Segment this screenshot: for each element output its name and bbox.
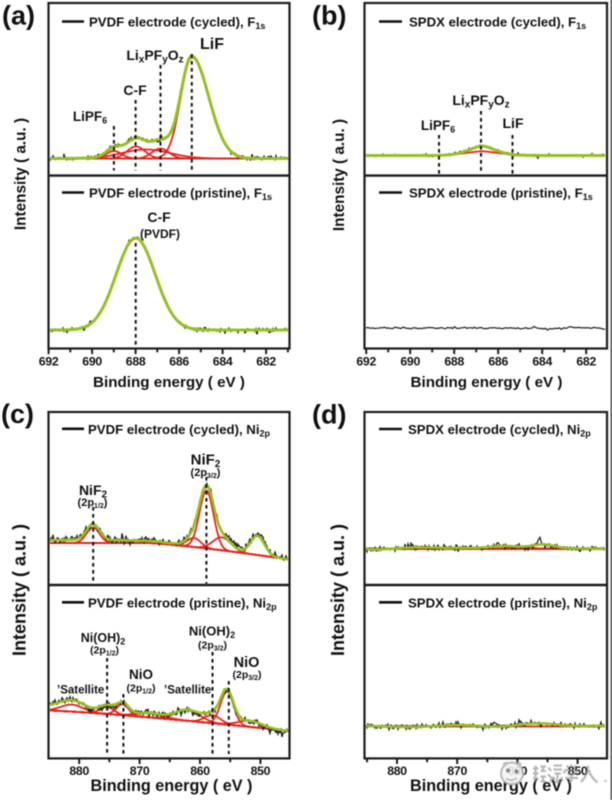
svg-text:692: 692 <box>39 354 59 368</box>
svg-text:684: 684 <box>213 354 233 368</box>
svg-text:LiPF6: LiPF6 <box>421 118 455 135</box>
svg-text:Binding energy ( eV ): Binding energy ( eV ) <box>410 777 572 795</box>
svg-text:Binding energy ( eV ): Binding energy ( eV ) <box>93 374 245 391</box>
svg-text:850: 850 <box>251 764 271 778</box>
svg-text:880: 880 <box>69 764 89 778</box>
svg-text:(PVDF): (PVDF) <box>140 227 180 241</box>
svg-text:Intensity ( a.u. ): Intensity ( a.u. ) <box>13 118 30 230</box>
svg-text:SPDX electrode (cycled), F1s: SPDX electrode (cycled), F1s <box>409 15 586 32</box>
svg-text:880: 880 <box>387 764 407 778</box>
svg-text:Intensity ( a.u. ): Intensity ( a.u. ) <box>331 119 348 231</box>
svg-text:(2p3/2): (2p3/2) <box>198 640 227 653</box>
svg-text:(c): (c) <box>1 399 34 429</box>
svg-text:Ni(OH)2: Ni(OH)2 <box>81 631 126 647</box>
svg-text:NiO: NiO <box>234 655 260 671</box>
svg-text:682: 682 <box>256 354 276 368</box>
svg-text:(2p1/2): (2p1/2) <box>78 497 108 510</box>
svg-text:NiF2: NiF2 <box>79 482 108 501</box>
svg-text:(b): (b) <box>312 1 346 31</box>
svg-text:Binding energy ( eV ): Binding energy ( eV ) <box>411 374 563 391</box>
svg-text:PVDF electrode (cycled), F1s: PVDF electrode (cycled), F1s <box>89 15 265 32</box>
svg-text:C-F: C-F <box>123 82 147 98</box>
svg-text:’Satellite: ’Satellite <box>164 685 211 697</box>
svg-text:(2p3/2): (2p3/2) <box>191 467 221 480</box>
svg-text:690: 690 <box>82 354 102 368</box>
svg-text:LixPFyOz: LixPFyOz <box>452 92 509 111</box>
svg-text:688: 688 <box>444 354 464 368</box>
svg-text:(2p1/2): (2p1/2) <box>127 683 156 696</box>
svg-text:PVDF electrode (pristine), F1s: PVDF electrode (pristine), F1s <box>89 186 272 203</box>
svg-text:870: 870 <box>447 764 467 778</box>
svg-text:SPDX electrode (pristine), F1s: SPDX electrode (pristine), F1s <box>409 186 593 203</box>
svg-text:LixPFyOz: LixPFyOz <box>126 47 183 66</box>
svg-text:860: 860 <box>190 764 210 778</box>
svg-text:NiF2: NiF2 <box>191 452 221 471</box>
svg-text:870: 870 <box>130 764 150 778</box>
svg-text:(a): (a) <box>2 1 35 31</box>
svg-text:LiPF6: LiPF6 <box>73 109 107 126</box>
svg-text:’Satellite: ’Satellite <box>57 685 104 697</box>
svg-text:686: 686 <box>169 354 189 368</box>
svg-text:(2p3/2): (2p3/2) <box>233 669 262 682</box>
svg-text:PVDF electrode (pristine), Ni2: PVDF electrode (pristine), Ni2p <box>88 595 277 612</box>
svg-text:Intensity ( a.u. ): Intensity ( a.u. ) <box>10 524 30 656</box>
svg-text:NiO: NiO <box>129 667 153 682</box>
svg-text:Intensity ( a.u. ): Intensity ( a.u. ) <box>328 524 348 656</box>
svg-text:690: 690 <box>400 354 420 368</box>
svg-text:682: 682 <box>576 354 596 368</box>
svg-text:Ni(OH)2: Ni(OH)2 <box>189 624 235 641</box>
svg-text:PVDF electrode (cycled), Ni2p: PVDF electrode (cycled), Ni2p <box>88 422 271 439</box>
svg-text:SPDX electrode (pristine), Ni2: SPDX electrode (pristine), Ni2p <box>408 595 598 612</box>
svg-text:LiF: LiF <box>200 36 224 53</box>
svg-text:SPDX electrode (cycled), Ni2p: SPDX electrode (cycled), Ni2p <box>408 422 591 439</box>
svg-text:(2p1/2): (2p1/2) <box>90 645 119 658</box>
svg-text:686: 686 <box>488 354 508 368</box>
svg-text:C-F: C-F <box>147 209 171 225</box>
svg-text:684: 684 <box>532 354 552 368</box>
svg-text:(d): (d) <box>312 400 346 430</box>
svg-text:688: 688 <box>126 354 146 368</box>
svg-text:LiF: LiF <box>503 115 524 131</box>
svg-text:692: 692 <box>356 354 376 368</box>
svg-text:Binding energy ( eV ): Binding energy ( eV ) <box>91 777 253 795</box>
